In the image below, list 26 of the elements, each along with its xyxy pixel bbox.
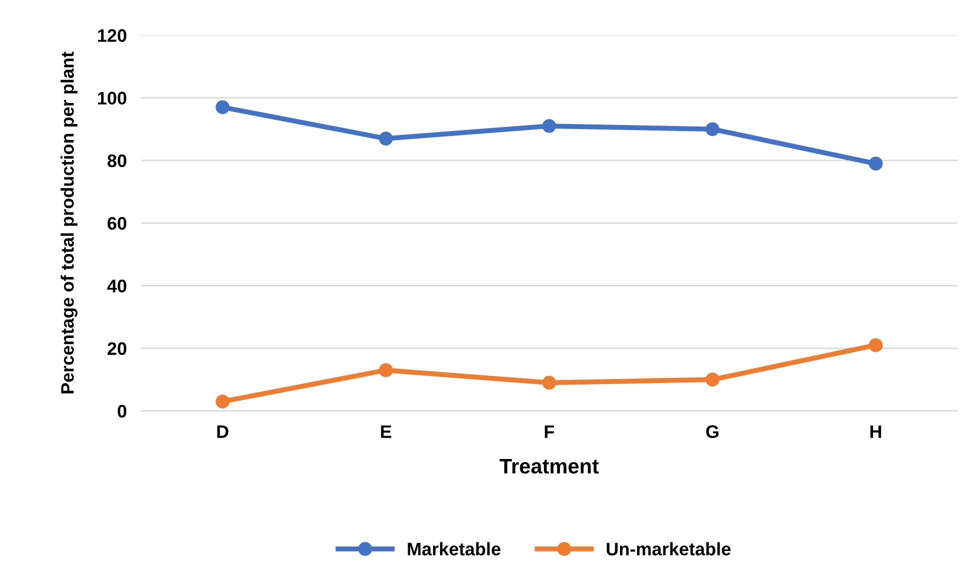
y-tick-label: 40 <box>107 280 126 292</box>
y-tick-label: 100 <box>98 92 126 105</box>
y-tick-label: 0 <box>118 404 126 418</box>
point <box>868 338 883 352</box>
point <box>378 132 393 146</box>
x-tick-label: G <box>706 425 718 438</box>
point <box>542 119 556 133</box>
point <box>706 122 720 136</box>
y-tick-label: 120 <box>98 29 126 42</box>
y-tick-label: 20 <box>108 342 126 356</box>
y-tick-label: 80 <box>108 154 126 168</box>
point <box>706 372 720 387</box>
point <box>378 363 393 378</box>
point <box>542 376 556 390</box>
x-axis-title: Treatment <box>500 459 599 474</box>
legend-label: Un-marketable <box>606 542 731 556</box>
point <box>216 394 230 408</box>
point <box>868 156 883 171</box>
legend-label: Marketable <box>408 542 500 556</box>
x-tick-label: H <box>870 425 882 438</box>
x-tick-label: F <box>544 425 554 438</box>
y-axis-title: Percentage of total production per plant <box>60 52 78 394</box>
x-tick-label: D <box>217 425 228 438</box>
y-tick-label: 60 <box>108 216 126 230</box>
point <box>216 100 230 114</box>
x-tick-label: E <box>381 425 392 438</box>
